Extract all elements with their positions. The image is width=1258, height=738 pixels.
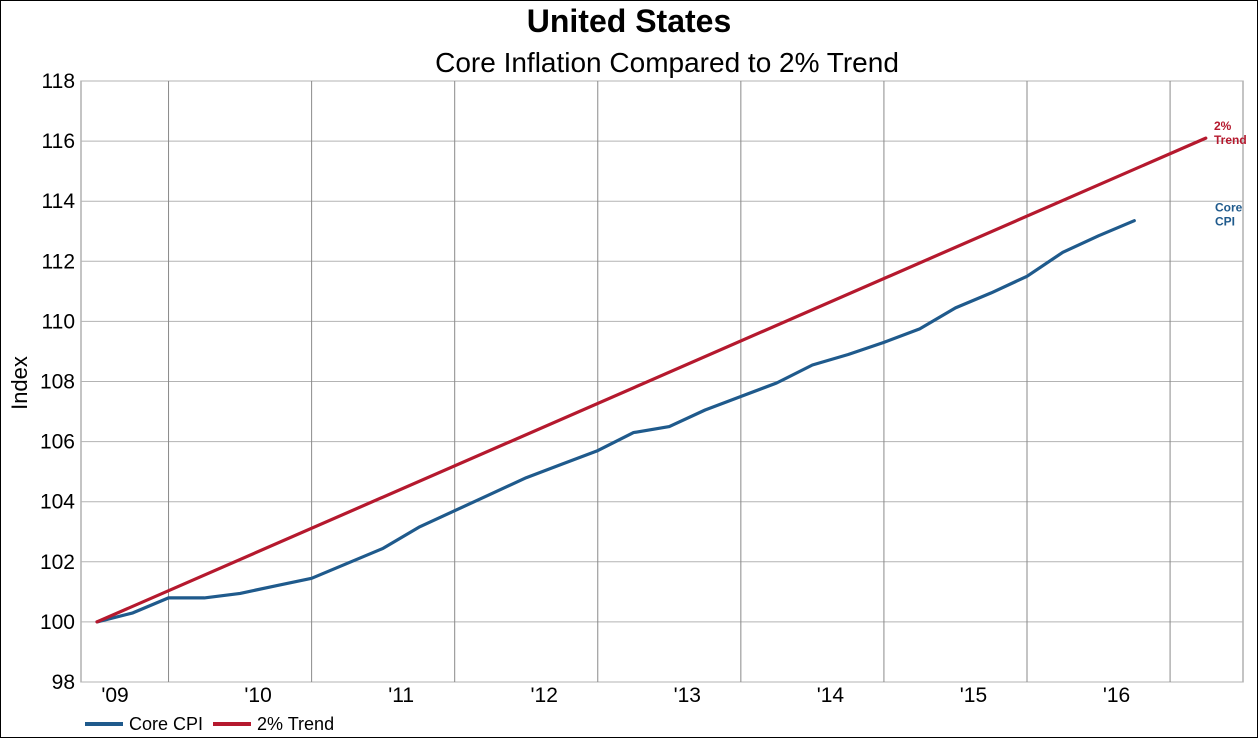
y-tick-label: 116 [42, 130, 75, 153]
chart-title: United States [526, 3, 732, 39]
legend-swatch-core-cpi [85, 722, 123, 726]
series-end-label-2pct-trend: 2% Trend [1214, 119, 1247, 147]
y-tick-label: 102 [40, 551, 75, 574]
legend-swatch-2pct-trend [213, 722, 252, 726]
x-tick-label: '10 [244, 684, 271, 707]
x-tick-label: '12 [531, 684, 558, 707]
legend-label-core-cpi: Core CPI [129, 713, 204, 734]
legend-item-2pct-trend: 2% Trend [213, 714, 334, 735]
y-tick-label: 100 [40, 611, 75, 634]
y-tick-label: 114 [42, 190, 76, 213]
series-line-2pct-trend [95, 136, 1208, 624]
x-tick-label: '11 [388, 684, 414, 707]
x-tick-label: '15 [960, 684, 987, 707]
y-tick-label: 104 [40, 491, 75, 514]
series-end-label-core-cpi: Core CPI [1215, 201, 1243, 229]
y-tick-label: 112 [42, 250, 75, 273]
y-tick-label: 98 [52, 671, 75, 694]
x-tick-label: '13 [674, 684, 701, 707]
x-tick-label: '16 [1103, 684, 1130, 707]
y-tick-label: 110 [42, 310, 75, 333]
y-tick-label: 118 [42, 70, 75, 93]
legend-label-2pct-trend: 2% Trend [257, 713, 335, 734]
series-line-core-cpi [95, 219, 1136, 624]
legend-item-core-cpi: Core CPI [85, 714, 203, 735]
chart-subtitle: Core Inflation Compared to 2% Trend [435, 47, 899, 78]
x-tick-label: '14 [817, 684, 845, 707]
y-tick-label: 106 [40, 431, 75, 454]
legend: Core CPI 2% Trend [85, 712, 344, 736]
y-tick-label: 108 [40, 371, 75, 394]
x-tick-label: '09 [101, 684, 128, 707]
